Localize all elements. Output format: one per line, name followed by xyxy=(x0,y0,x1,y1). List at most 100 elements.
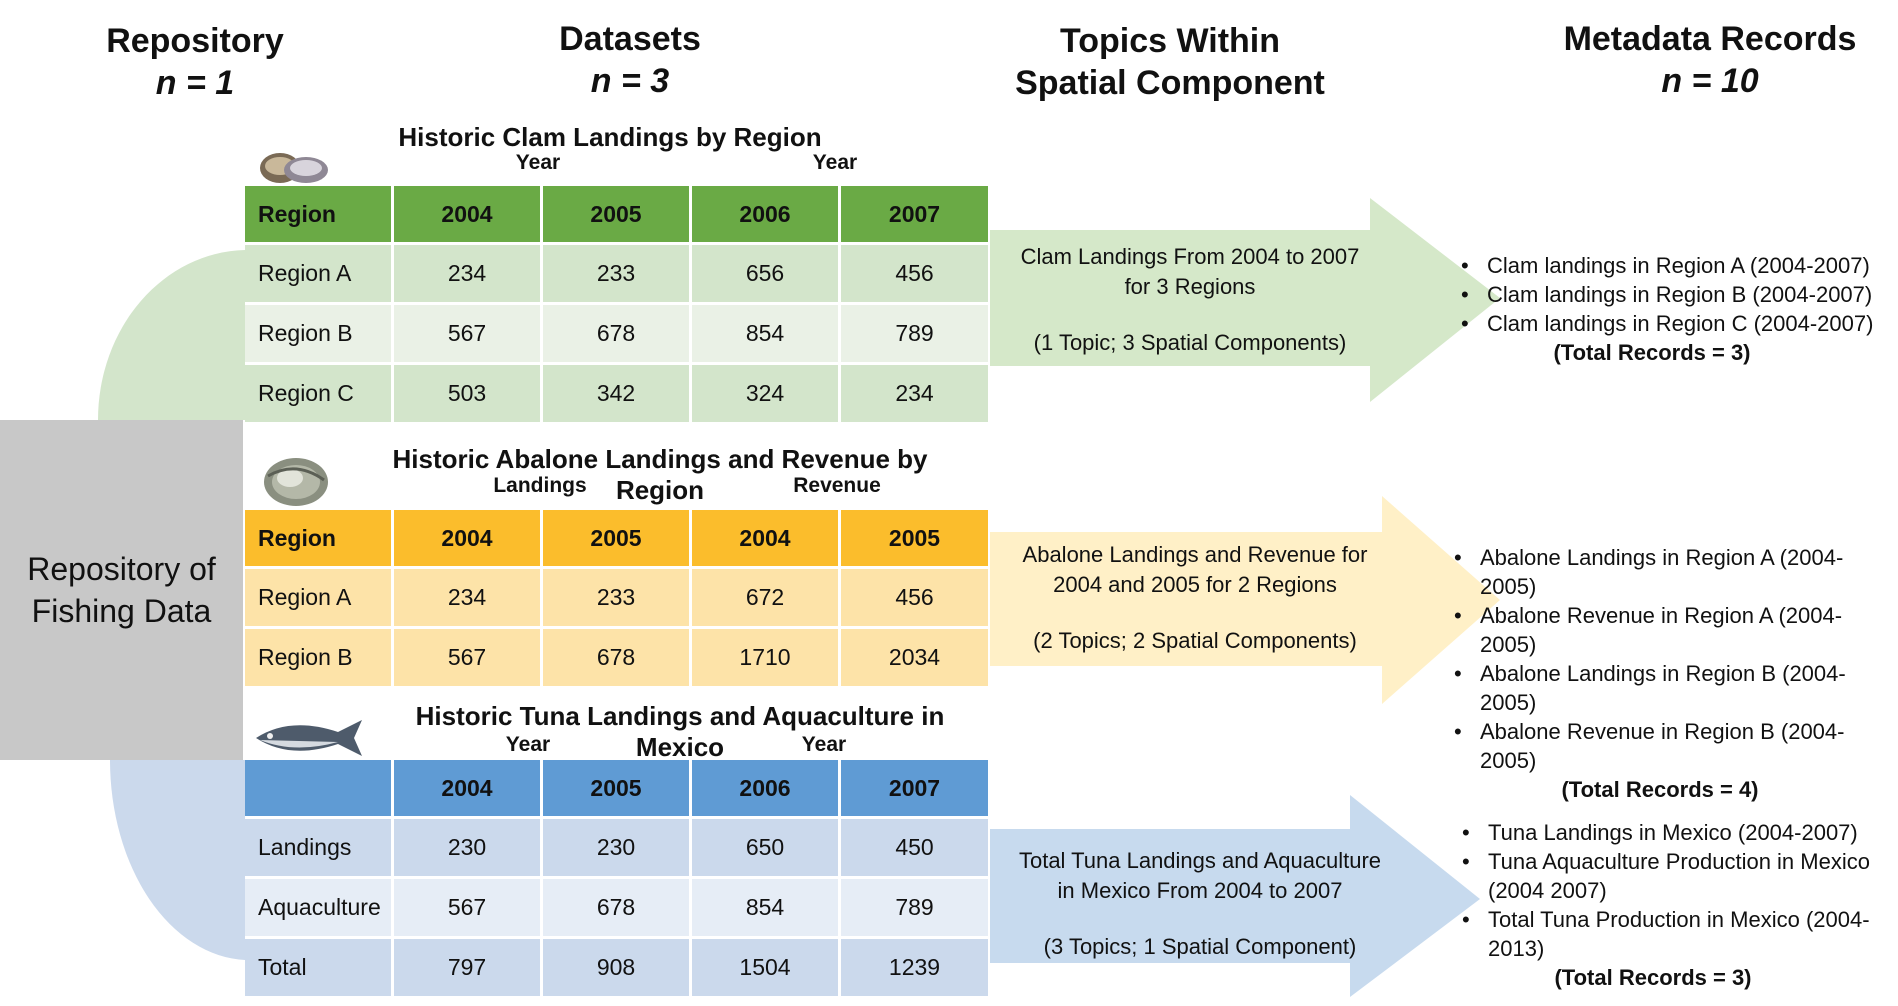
table-cell: 908 xyxy=(543,939,692,996)
abalone-arrow-line3: (2 Topics; 2 Spatial Components) xyxy=(1033,628,1357,653)
header-cell: 2007 xyxy=(888,774,941,801)
table-cell: 456 xyxy=(895,260,934,286)
clam-records: Clam landings in Region A (2004-2007) Cl… xyxy=(1457,251,1887,367)
table-cell: Aquaculture xyxy=(245,879,394,936)
abalone-arrow-line2: 2004 and 2005 for 2 Regions xyxy=(1053,572,1337,597)
repository-count: n = 1 xyxy=(155,64,235,102)
table-row: Landings 230 230 650 450 xyxy=(245,819,988,879)
clam-icon xyxy=(260,153,328,183)
table-cell: 854 xyxy=(692,879,841,936)
record-item: Abalone Revenue in Region B (2004-2005) xyxy=(1450,717,1890,775)
header-cell: 2004 xyxy=(692,510,841,566)
clam-title: Historic Clam Landings by Region xyxy=(398,122,822,152)
clam-sub-right: Year xyxy=(812,151,858,174)
table-row: Aquaculture 567 678 854 789 xyxy=(245,879,988,939)
header-cell xyxy=(245,760,394,816)
table-cell: 230 xyxy=(394,819,543,876)
abalone-records: Abalone Landings in Region A (2004-2005)… xyxy=(1450,543,1890,804)
abalone-table: Region 2004 2005 2004 2005 Region A 234 … xyxy=(245,510,988,689)
table-row: Region B 567 678 854 789 xyxy=(245,305,988,365)
topics-header: Topics Within Spatial Component xyxy=(1000,20,1340,104)
table-row: Region C 503 342 324 234 xyxy=(245,365,988,425)
header-cell: 2006 xyxy=(692,760,841,816)
abalone-arrow-text: Abalone Landings and Revenue for 2004 an… xyxy=(995,540,1395,656)
table-cell: 567 xyxy=(394,305,543,362)
table-cell: 678 xyxy=(543,629,692,686)
header-cell: 2005 xyxy=(543,186,692,242)
header-cell: 2007 xyxy=(888,200,941,227)
abalone-sub-right: Revenue xyxy=(793,474,881,497)
table-cell: 234 xyxy=(394,569,543,626)
table-cell: Total xyxy=(245,939,394,996)
table-cell: 234 xyxy=(394,245,543,302)
repository-box-line2: Fishing Data xyxy=(31,593,212,629)
table-cell: 2034 xyxy=(888,644,941,670)
metadata-title: Metadata Records xyxy=(1563,20,1857,58)
record-item: Abalone Landings in Region B (2004-2005) xyxy=(1450,659,1890,717)
repository-box-line1: Repository of xyxy=(27,551,216,587)
header-cell: 2004 xyxy=(394,510,543,566)
tuna-arrow-text: Total Tuna Landings and Aquaculture in M… xyxy=(1000,846,1400,962)
table-cell: Region B xyxy=(245,629,394,686)
clam-arrow-text: Clam Landings From 2004 to 2007 for 3 Re… xyxy=(995,242,1385,358)
abalone-total: (Total Records = 4) xyxy=(1561,777,1759,802)
metadata-count: n = 10 xyxy=(1661,62,1759,100)
table-cell: 503 xyxy=(394,365,543,422)
table-cell: 789 xyxy=(895,320,934,346)
tuna-title: Historic Tuna Landings and Aquaculture i… xyxy=(415,701,945,762)
table-cell: 1504 xyxy=(692,939,841,996)
record-item: Abalone Revenue in Region A (2004-2005) xyxy=(1450,601,1890,659)
abalone-sub-left: Landings xyxy=(493,474,587,497)
table-cell: 656 xyxy=(692,245,841,302)
header-cell: 2004 xyxy=(394,186,543,242)
table-cell: 233 xyxy=(543,569,692,626)
table-cell: Region A xyxy=(245,245,394,302)
table-cell: 672 xyxy=(692,569,841,626)
tuna-arrow-line2: in Mexico From 2004 to 2007 xyxy=(1057,878,1343,903)
clam-arrow-line1: Clam Landings From 2004 to 2007 xyxy=(1020,244,1360,269)
tuna-table: 2004 2005 2006 2007 Landings 230 230 650… xyxy=(245,760,988,999)
header-cell: Region xyxy=(245,510,394,566)
repository-header: Repository n = 1 xyxy=(95,20,295,104)
record-item: Tuna Aquaculture Production in Mexico (2… xyxy=(1458,847,1888,905)
abalone-icon xyxy=(264,458,328,506)
abalone-title: Historic Abalone Landings and Revenue by… xyxy=(392,444,928,505)
table-cell: 324 xyxy=(692,365,841,422)
table-cell: 854 xyxy=(692,305,841,362)
datasets-count: n = 3 xyxy=(590,62,670,100)
table-cell: 567 xyxy=(394,879,543,936)
table-header-row: 2004 2005 2006 2007 xyxy=(245,760,988,819)
record-item: Clam landings in Region B (2004-2007) xyxy=(1457,280,1887,309)
table-cell: 233 xyxy=(543,245,692,302)
record-item: Clam landings in Region A (2004-2007) xyxy=(1457,251,1887,280)
table-cell: Region A xyxy=(245,569,394,626)
metadata-header: Metadata Records n = 10 xyxy=(1540,18,1880,102)
tuna-arrow-line3: (3 Topics; 1 Spatial Component) xyxy=(1043,934,1357,959)
header-cell: 2005 xyxy=(543,510,692,566)
clam-total: (Total Records = 3) xyxy=(1553,340,1751,365)
blue-arc xyxy=(109,760,245,960)
green-arc xyxy=(98,250,245,420)
tuna-records: Tuna Landings in Mexico (2004-2007) Tuna… xyxy=(1458,818,1888,992)
header-cell: 2005 xyxy=(543,760,692,816)
table-cell: 650 xyxy=(692,819,841,876)
table-cell: 678 xyxy=(543,879,692,936)
table-header-row: Region 2004 2005 2004 2005 xyxy=(245,510,988,569)
tuna-arrow xyxy=(990,795,1480,997)
record-item: Clam landings in Region C (2004-2007) xyxy=(1457,309,1887,338)
tuna-arrow-line1: Total Tuna Landings and Aquaculture xyxy=(1018,848,1382,873)
topics-title-line1: Topics Within xyxy=(1059,22,1281,60)
table-cell: 567 xyxy=(394,629,543,686)
header-cell: 2004 xyxy=(394,760,543,816)
table-cell: 456 xyxy=(895,584,934,610)
tuna-sub-right: Year xyxy=(801,733,847,756)
clam-sub-left: Year xyxy=(515,151,561,174)
table-header-row: Region 2004 2005 2006 2007 xyxy=(245,186,988,245)
clam-arrow-line3: (1 Topic; 3 Spatial Components) xyxy=(1033,330,1347,355)
clam-arrow-line2: for 3 Regions xyxy=(1124,274,1256,299)
tuna-total: (Total Records = 3) xyxy=(1554,965,1752,990)
clam-table: Region 2004 2005 2006 2007 Region A 234 … xyxy=(245,186,988,425)
datasets-title: Datasets xyxy=(559,20,701,58)
header-cell: 2006 xyxy=(692,186,841,242)
